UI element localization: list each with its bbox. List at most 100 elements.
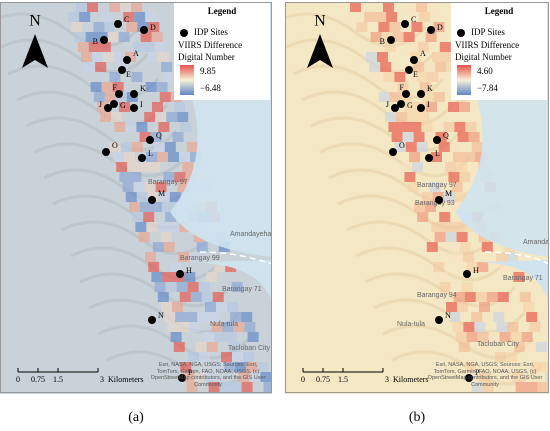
heat-cell	[475, 292, 487, 302]
heat-cell	[147, 52, 158, 62]
heat-cell	[495, 352, 506, 362]
heat-cell	[232, 352, 243, 362]
heat-cell	[144, 112, 156, 122]
legend-sites: IDP Sites	[194, 27, 228, 37]
heat-cell	[404, 102, 415, 112]
heat-cell	[238, 372, 250, 382]
site-label: K	[140, 84, 146, 93]
heat-cell	[101, 12, 113, 22]
heat-cell	[148, 22, 160, 32]
heat-cell	[439, 42, 451, 52]
heat-cell	[419, 82, 431, 92]
heat-cell	[180, 362, 192, 372]
heat-cell	[422, 92, 434, 102]
site-label: A	[420, 49, 426, 58]
heat-cell	[120, 142, 132, 152]
heat-cell	[162, 202, 173, 212]
heat-cell	[172, 132, 184, 142]
place-label: Barangay 99	[180, 255, 220, 262]
heat-cell	[180, 122, 192, 132]
heat-cell	[468, 132, 480, 142]
heat-cell	[404, 172, 416, 182]
heat-cell	[435, 62, 447, 72]
heat-cell	[119, 102, 130, 112]
heat-cell	[378, 92, 390, 102]
heat-cell	[401, 162, 413, 172]
heat-cell	[409, 152, 420, 162]
heat-cell	[164, 72, 176, 82]
heat-cell	[151, 272, 163, 282]
heat-cell	[79, 12, 91, 22]
heat-cell	[501, 372, 513, 382]
heat-cell	[190, 152, 201, 162]
heat-cell	[438, 142, 450, 152]
heat-cell	[431, 222, 443, 232]
site-label: D	[150, 23, 156, 32]
site-label: L	[148, 149, 153, 158]
heat-cell	[377, 52, 388, 62]
scale-unit: Kilometers	[108, 375, 144, 384]
idp-site	[401, 20, 409, 28]
heat-cell	[386, 82, 398, 92]
heat-cell	[436, 32, 448, 42]
place-label: Tacloban City	[228, 345, 271, 352]
heat-cell	[512, 372, 524, 382]
legend-high: 9.85	[200, 66, 216, 76]
ridge	[285, 12, 427, 48]
heat-cell	[189, 322, 201, 332]
idp-site	[435, 316, 443, 324]
map-panel: N Amandayehan Barangay 97 Barangay 93 Barang…	[285, 2, 549, 394]
heat-cell	[513, 272, 525, 282]
legend-layer: VIIRS Difference	[455, 40, 519, 50]
legend-low: −6.48	[200, 83, 221, 93]
heat-cell	[421, 192, 433, 202]
heat-cell	[199, 352, 210, 362]
site-label: F	[113, 83, 118, 92]
heat-cell	[211, 322, 223, 332]
place-label: Barangay 71	[503, 275, 543, 282]
attribution-box: Esri, NASA, NGA, USGS; Sources: Esri, To…	[151, 362, 266, 388]
scale-label: 0.75	[316, 375, 330, 384]
heat-cell	[416, 72, 428, 82]
heat-cell	[203, 332, 215, 342]
heat-cell	[453, 222, 465, 232]
heat-cell	[414, 202, 425, 212]
heat-cell	[138, 162, 150, 172]
heat-cell	[456, 162, 468, 172]
heat-cell	[416, 142, 428, 152]
heat-cell	[247, 332, 259, 342]
idp-site	[130, 104, 138, 112]
heat-cell	[126, 22, 138, 32]
heat-cell	[168, 152, 179, 162]
idp-site	[178, 374, 186, 382]
heat-cell	[453, 292, 465, 302]
heat-cell	[481, 242, 493, 252]
heat-cell	[151, 202, 162, 212]
heat-cell	[497, 292, 509, 302]
heat-cell	[451, 182, 463, 192]
heat-cell	[85, 32, 97, 42]
heat-cell	[448, 242, 460, 252]
heat-cell	[214, 262, 226, 272]
heat-cell	[413, 62, 425, 72]
idp-site	[402, 90, 410, 98]
heat-cell	[419, 12, 431, 22]
site-label: Q	[156, 131, 162, 140]
heat-cell	[454, 122, 466, 132]
idp-site	[397, 100, 405, 108]
heat-cell	[163, 242, 175, 252]
ridge	[0, 38, 151, 74]
heat-cell	[194, 372, 206, 382]
heat-cell	[459, 102, 470, 112]
heat-cell	[125, 52, 136, 62]
heat-cell	[175, 312, 187, 322]
heat-cell	[457, 132, 469, 142]
heat-cell	[384, 42, 396, 52]
heat-cell	[493, 312, 505, 322]
heat-cell	[499, 262, 511, 272]
heat-cell	[445, 232, 457, 242]
heat-cell	[506, 352, 517, 362]
heat-cell	[246, 362, 258, 372]
heat-cell	[445, 162, 457, 172]
heat-cell	[443, 192, 455, 202]
